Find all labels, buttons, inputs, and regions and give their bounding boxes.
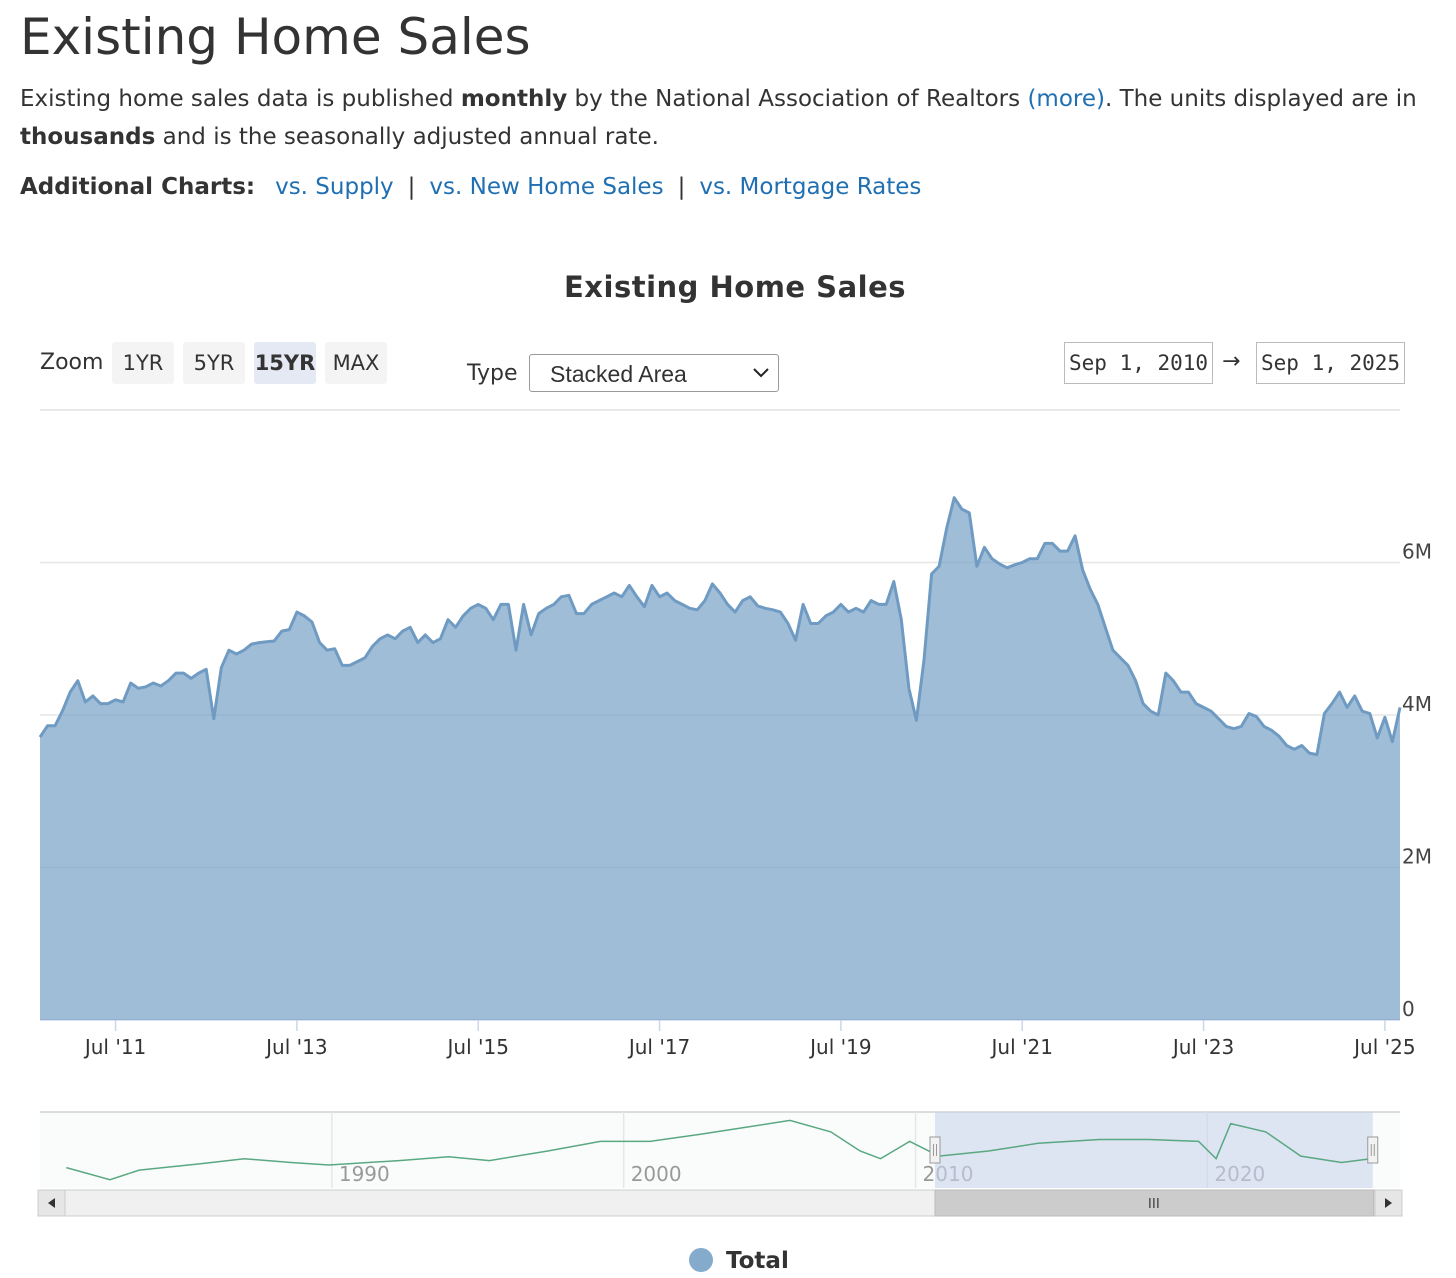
description: Existing home sales data is published mo… xyxy=(20,80,1420,156)
zoom-button[interactable]: MAX xyxy=(325,342,387,384)
chevron xyxy=(753,368,769,378)
chart-link[interactable]: vs. Supply xyxy=(275,174,394,200)
legend-label: Total xyxy=(726,1248,789,1274)
select-value: Stacked Area xyxy=(550,361,687,387)
navigator-line xyxy=(66,1119,1371,1181)
zoom-button[interactable]: 5YR xyxy=(183,342,245,384)
area xyxy=(40,497,1400,1020)
x-tick-label: Jul '13 xyxy=(264,1035,327,1059)
arrow-icon xyxy=(48,1198,55,1208)
chart-link[interactable]: vs. New Home Sales xyxy=(429,174,664,200)
navigator-handle[interactable] xyxy=(1367,1136,1379,1164)
text: . The units displayed are in xyxy=(1104,86,1417,112)
legend-marker xyxy=(689,1248,713,1272)
text: and is the seasonally adjusted annual ra… xyxy=(155,124,659,150)
navigator-tick-label: 2000 xyxy=(631,1162,682,1186)
chart-link[interactable]: vs. Mortgage Rates xyxy=(699,174,922,200)
date-to[interactable]: Sep 1, 2025 xyxy=(1256,342,1406,384)
separator: | xyxy=(677,174,686,200)
x-tick-label: Jul '23 xyxy=(1171,1035,1234,1059)
separator: | xyxy=(407,174,416,200)
text-bold: monthly xyxy=(460,86,568,112)
chart-title: Existing Home Sales xyxy=(563,270,907,304)
page-title: Existing Home Sales xyxy=(20,8,531,66)
zoom-button[interactable]: 1YR xyxy=(112,342,174,384)
arrow-icon xyxy=(1385,1198,1392,1208)
type-select[interactable]: Stacked Area xyxy=(529,354,779,392)
y-tick-label: 6M xyxy=(1402,540,1432,564)
y-tick-label: 0 xyxy=(1402,997,1415,1021)
more-link[interactable]: (more) xyxy=(1027,86,1105,112)
date-from[interactable]: Sep 1, 2010 xyxy=(1064,342,1214,384)
date-arrow: → xyxy=(1222,349,1241,374)
y-tick-label: 4M xyxy=(1402,692,1432,716)
label: Additional Charts: xyxy=(20,174,256,200)
zoom-label: Zoom xyxy=(40,350,104,375)
x-tick-label: Jul '15 xyxy=(446,1035,509,1059)
navigator-tick-label: 1990 xyxy=(339,1162,390,1186)
text: by the National Association of Realtors xyxy=(567,86,1028,112)
text-bold: thousands xyxy=(20,124,156,150)
additional-charts: Additional Charts: vs. Supply | vs. New Hom… xyxy=(20,174,921,200)
navigator-handle[interactable] xyxy=(929,1136,941,1164)
x-tick-label: Jul '25 xyxy=(1352,1035,1415,1059)
x-tick-label: Jul '17 xyxy=(627,1035,690,1059)
type-label: Type xyxy=(467,361,518,386)
text: Existing home sales data is published xyxy=(20,86,461,112)
area-line xyxy=(38,496,1402,757)
y-tick-label: 2M xyxy=(1402,845,1432,869)
x-tick-label: Jul '11 xyxy=(83,1035,146,1059)
x-tick-label: Jul '19 xyxy=(808,1035,871,1059)
navigator-selection xyxy=(934,1112,1373,1188)
zoom-button[interactable]: 15YR xyxy=(254,342,316,384)
x-tick-label: Jul '21 xyxy=(990,1035,1053,1059)
